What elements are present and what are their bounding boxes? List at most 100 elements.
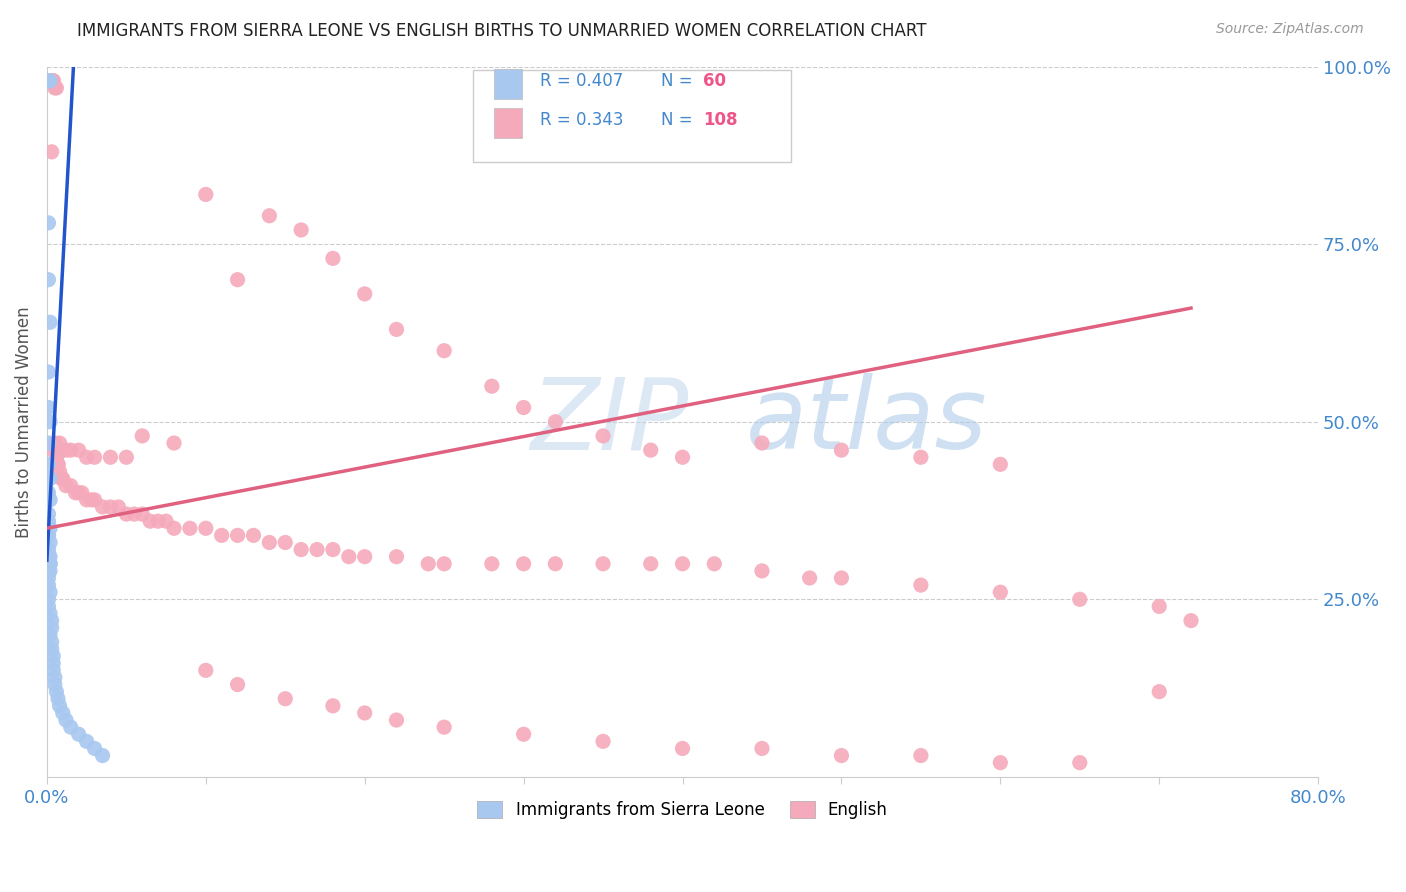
- Point: [830, 443, 852, 458]
- Y-axis label: Births to Unmarried Women: Births to Unmarried Women: [15, 306, 32, 538]
- Point: [67, 485, 90, 500]
- Point: [337, 549, 360, 564]
- Point: [353, 549, 375, 564]
- Point: [52, 471, 75, 485]
- Point: [481, 379, 503, 393]
- Point: [751, 564, 773, 578]
- Point: [226, 528, 249, 542]
- Point: [83, 450, 105, 465]
- Point: [44, 677, 66, 691]
- Point: [433, 720, 456, 734]
- Legend: Immigrants from Sierra Leone, English: Immigrants from Sierra Leone, English: [471, 794, 894, 825]
- Point: [37, 401, 59, 415]
- Point: [131, 507, 153, 521]
- Text: R = 0.407: R = 0.407: [540, 71, 623, 90]
- Point: [39, 315, 62, 329]
- Text: ZIP: ZIP: [530, 373, 688, 470]
- Point: [353, 706, 375, 720]
- Point: [592, 734, 614, 748]
- Point: [37, 458, 59, 472]
- Point: [37, 514, 59, 528]
- Point: [830, 748, 852, 763]
- Point: [37, 485, 59, 500]
- Point: [988, 458, 1011, 472]
- Point: [290, 223, 312, 237]
- Point: [322, 698, 344, 713]
- Point: [910, 578, 932, 592]
- Point: [39, 492, 62, 507]
- Point: [671, 450, 693, 465]
- Point: [59, 720, 82, 734]
- Point: [290, 542, 312, 557]
- Point: [52, 443, 75, 458]
- Point: [100, 500, 122, 514]
- Point: [41, 642, 63, 657]
- Point: [55, 713, 77, 727]
- Point: [115, 507, 138, 521]
- Point: [226, 273, 249, 287]
- Point: [751, 741, 773, 756]
- Point: [59, 478, 82, 492]
- Point: [44, 81, 66, 95]
- Point: [226, 677, 249, 691]
- Point: [512, 401, 534, 415]
- Point: [39, 74, 62, 88]
- Point: [37, 557, 59, 571]
- Point: [322, 252, 344, 266]
- Point: [80, 492, 103, 507]
- Point: [640, 557, 662, 571]
- Point: [42, 649, 65, 664]
- Point: [39, 557, 62, 571]
- Point: [194, 187, 217, 202]
- Point: [51, 471, 73, 485]
- Point: [988, 756, 1011, 770]
- Point: [124, 507, 146, 521]
- Point: [45, 450, 67, 465]
- Point: [37, 578, 59, 592]
- Point: [751, 436, 773, 450]
- Point: [163, 521, 186, 535]
- Point: [37, 571, 59, 585]
- Point: [37, 564, 59, 578]
- Point: [640, 443, 662, 458]
- Point: [39, 557, 62, 571]
- Point: [259, 535, 281, 549]
- Point: [37, 528, 59, 542]
- Point: [45, 684, 67, 698]
- Point: [1069, 756, 1091, 770]
- Text: Source: ZipAtlas.com: Source: ZipAtlas.com: [1216, 22, 1364, 37]
- FancyBboxPatch shape: [472, 70, 790, 162]
- Point: [703, 557, 725, 571]
- Point: [115, 450, 138, 465]
- Point: [194, 521, 217, 535]
- Point: [65, 485, 87, 500]
- Point: [592, 557, 614, 571]
- Point: [385, 549, 408, 564]
- Point: [274, 535, 297, 549]
- Point: [37, 557, 59, 571]
- Point: [131, 429, 153, 443]
- Point: [41, 635, 63, 649]
- Text: 108: 108: [703, 111, 737, 128]
- Point: [39, 585, 62, 599]
- Point: [671, 557, 693, 571]
- Point: [37, 528, 59, 542]
- Point: [385, 713, 408, 727]
- Point: [37, 542, 59, 557]
- Text: IMMIGRANTS FROM SIERRA LEONE VS ENGLISH BIRTHS TO UNMARRIED WOMEN CORRELATION CH: IMMIGRANTS FROM SIERRA LEONE VS ENGLISH …: [77, 22, 927, 40]
- Point: [592, 429, 614, 443]
- Point: [48, 698, 70, 713]
- Point: [70, 485, 93, 500]
- Point: [433, 343, 456, 358]
- Point: [988, 585, 1011, 599]
- Point: [46, 458, 69, 472]
- Point: [41, 74, 63, 88]
- Point: [91, 748, 114, 763]
- Point: [45, 443, 67, 458]
- Point: [37, 557, 59, 571]
- Point: [76, 734, 98, 748]
- Point: [830, 571, 852, 585]
- Text: atlas: atlas: [747, 373, 987, 470]
- Point: [512, 557, 534, 571]
- Point: [76, 450, 98, 465]
